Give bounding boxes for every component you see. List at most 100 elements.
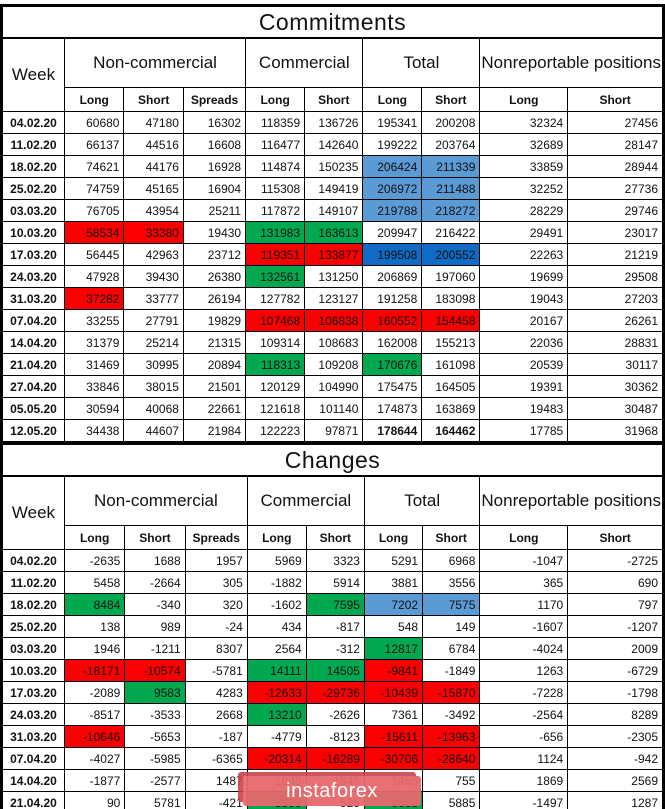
value-cell: 365	[479, 571, 569, 594]
value-cell: 218272	[421, 199, 481, 222]
col-header: Long	[479, 525, 569, 550]
value-cell: 1688	[124, 549, 186, 572]
value-cell: 118359	[245, 111, 306, 134]
group-header: Commercial	[245, 37, 364, 88]
value-cell: 29491	[479, 221, 569, 244]
week-cell: 07.04.20	[1, 309, 65, 332]
value-cell: -20314	[246, 747, 307, 770]
value-cell: 133877	[304, 243, 364, 266]
week-cell: 05.05.20	[1, 397, 65, 420]
value-cell: 101140	[304, 397, 364, 420]
value-cell: 33380	[123, 221, 184, 244]
value-cell: -28640	[422, 747, 481, 770]
value-cell: 23017	[567, 221, 664, 244]
group-header: Total	[363, 475, 481, 526]
value-cell: -2564	[479, 703, 569, 726]
value-cell: -13963	[422, 725, 481, 748]
value-cell: -1497	[479, 791, 569, 809]
week-cell: 03.03.20	[1, 637, 65, 660]
value-cell: 155213	[421, 331, 481, 354]
value-cell: 206972	[362, 177, 423, 200]
value-cell: 21984	[182, 419, 247, 443]
value-cell: -187	[184, 725, 248, 748]
value-cell: 150235	[304, 155, 364, 178]
value-cell: 42963	[123, 243, 184, 266]
week-cell: 12.05.20	[1, 419, 65, 443]
table-row: 11.02.20 5458 -2664 305 -1882 5914 3881 3556 365…	[1, 571, 664, 594]
col-header: Long	[246, 525, 307, 550]
value-cell: -1207	[567, 615, 664, 638]
col-header: Short	[567, 87, 664, 112]
value-cell: -30706	[363, 747, 424, 770]
table-row: 04.02.20 60680 47180 16302 118359 136726 19534…	[1, 111, 664, 134]
value-cell: 27203	[567, 287, 664, 310]
value-cell: 19391	[479, 375, 569, 398]
value-cell: 56445	[63, 243, 125, 266]
value-cell: 211339	[421, 155, 481, 178]
value-cell: 2564	[246, 637, 307, 660]
value-cell: 32689	[479, 133, 569, 156]
value-cell: 114874	[245, 155, 306, 178]
value-cell: 7575	[422, 593, 481, 616]
week-cell: 10.03.20	[1, 659, 65, 682]
value-cell: 209947	[362, 221, 423, 244]
value-cell: 107468	[245, 309, 306, 332]
col-header: Short	[421, 87, 481, 112]
week-cell: 14.04.20	[1, 331, 65, 354]
value-cell: 131250	[304, 265, 364, 288]
value-cell: 797	[567, 593, 664, 616]
value-cell: 548	[363, 615, 424, 638]
value-cell: 154458	[421, 309, 481, 332]
value-cell: -12633	[246, 681, 307, 704]
value-cell: -5781	[184, 659, 248, 682]
table-row: 27.04.20 33846 38015 21501 120129 104990 17547…	[1, 375, 664, 398]
value-cell: 16904	[182, 177, 247, 200]
value-cell: -3533	[124, 703, 186, 726]
value-cell: 164462	[421, 419, 481, 443]
value-cell: 30117	[567, 353, 664, 376]
table-row: 07.04.20 -4027 -5985 -6365 -20314 -16289 -3070…	[1, 747, 664, 770]
week-cell: 25.02.20	[1, 177, 65, 200]
value-cell: 7202	[363, 593, 424, 616]
value-cell: 122223	[245, 419, 306, 443]
value-cell: 31379	[63, 331, 125, 354]
value-cell: 136726	[304, 111, 364, 134]
col-header: Spreads	[184, 525, 248, 550]
week-cell: 21.04.20	[1, 353, 65, 376]
value-cell: 19699	[479, 265, 569, 288]
value-cell: -817	[305, 615, 365, 638]
value-cell: 149	[422, 615, 481, 638]
table-row: 17.03.20 56445 42963 23712 119351 133877 19950…	[1, 243, 664, 266]
value-cell: 1170	[479, 593, 569, 616]
value-cell: 160552	[362, 309, 423, 332]
value-cell: -6365	[184, 747, 248, 770]
value-cell: 434	[246, 615, 307, 638]
week-cell: 21.04.20	[1, 791, 65, 809]
value-cell: 3556	[422, 571, 481, 594]
value-cell: 120129	[245, 375, 306, 398]
value-cell: 138	[63, 615, 126, 638]
week-cell: 24.03.20	[1, 265, 65, 288]
value-cell: 164505	[421, 375, 481, 398]
col-header: Spreads	[182, 87, 247, 112]
table-row: 14.04.20 31379 25214 21315 109314 108683 16200…	[1, 331, 664, 354]
value-cell: 16928	[182, 155, 247, 178]
week-cell: 14.04.20	[1, 769, 65, 792]
table-row: 04.02.20 -2635 1688 1957 5969 3323 5291 6968 -10…	[1, 549, 664, 572]
value-cell: 131983	[245, 221, 306, 244]
value-cell: -1882	[246, 571, 307, 594]
value-cell: 755	[422, 769, 481, 792]
value-cell: 2668	[184, 703, 248, 726]
table-row: 10.03.20 -18171 -10574 -5781 14111 14505 -9841…	[1, 659, 664, 682]
value-cell: -2305	[567, 725, 664, 748]
value-cell: -1877	[63, 769, 126, 792]
value-cell: 199508	[362, 243, 423, 266]
value-cell: -8123	[305, 725, 365, 748]
value-cell: 8307	[184, 637, 248, 660]
value-cell: -6729	[567, 659, 664, 682]
week-cell: 04.02.20	[1, 111, 65, 134]
value-cell: 40068	[123, 397, 184, 420]
week-cell: 17.03.20	[1, 681, 65, 704]
value-cell: -2725	[567, 549, 664, 572]
